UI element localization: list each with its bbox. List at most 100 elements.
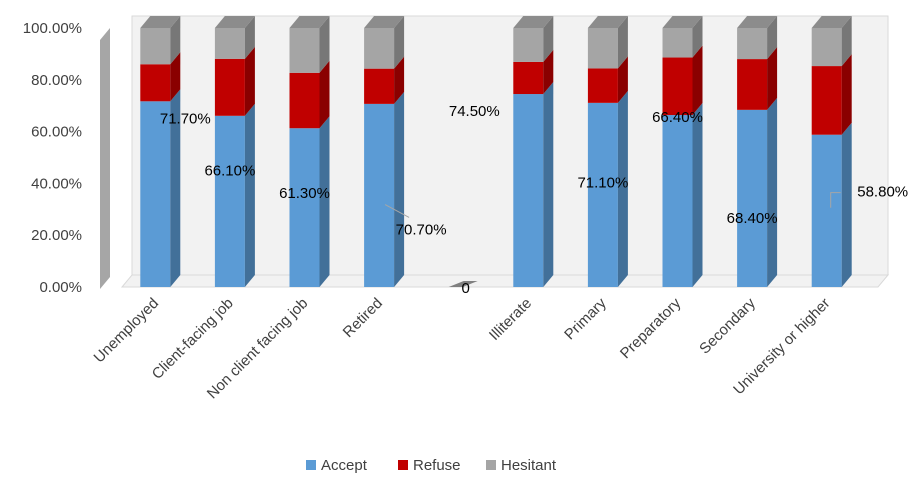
bar-accept-side — [394, 91, 405, 288]
bar-hesitant-side — [244, 16, 255, 59]
data-label: 68.40% — [727, 210, 778, 227]
bar-top — [289, 16, 330, 28]
bar-accept-side — [767, 97, 778, 288]
bar-hesitant-side — [841, 16, 852, 67]
bar-accept-front — [513, 94, 544, 287]
y-axis: 0.00% 20.00% 40.00% 60.00% 80.00% 100.00% — [23, 20, 82, 296]
bar-hesitant-front — [214, 28, 245, 59]
bar-top — [811, 16, 852, 28]
data-label: 66.40% — [652, 109, 703, 126]
bar-top — [587, 16, 628, 28]
bar-hesitant-front — [811, 28, 842, 67]
bar-refuse-front — [289, 72, 320, 129]
data-label: 70.70% — [396, 221, 447, 238]
y-tick-label: 60.00% — [31, 124, 82, 141]
data-label: 61.30% — [279, 185, 330, 202]
x-category-label: Secondary — [696, 294, 759, 357]
bars-group — [140, 16, 852, 288]
data-label: 74.50% — [449, 103, 500, 120]
bar-accept-front — [737, 109, 768, 288]
bar-hesitant-side — [394, 16, 405, 69]
bar-refuse-side — [319, 60, 330, 129]
x-category-label: Preparatory — [617, 294, 685, 362]
bar-accept-side — [170, 89, 181, 287]
data-label: 0 — [462, 280, 470, 297]
bar-refuse-side — [244, 46, 255, 116]
bar-refuse-front — [364, 68, 395, 104]
y-tick-label: 100.00% — [23, 20, 82, 37]
bar-refuse-front — [587, 68, 618, 103]
bar-accept-side — [692, 103, 703, 287]
bar-hesitant-side — [767, 16, 778, 60]
bar-refuse-front — [737, 59, 768, 110]
side-wall — [100, 28, 110, 289]
legend-swatch-refuse — [398, 460, 408, 470]
bar-top — [214, 16, 255, 28]
bar-hesitant-front — [140, 28, 171, 65]
bar-refuse-front — [811, 66, 842, 135]
bar-top — [513, 16, 554, 28]
x-category-label: Unemployed — [91, 295, 163, 367]
leader-line — [384, 204, 410, 218]
bar-accept-side — [244, 103, 255, 288]
data-labels-group: 71.70% 66.10% 61.30% 70.70% 0 74.50% 71.10% 66.… — [160, 103, 908, 297]
y-tick-label: 40.00% — [31, 175, 82, 192]
x-category-label: Retired — [340, 295, 386, 341]
bar-refuse-front — [140, 64, 171, 102]
bar-accept-front — [140, 101, 171, 287]
bar-top — [364, 16, 405, 28]
bar-hesitant-front — [364, 28, 395, 69]
bar-accept-front — [364, 103, 395, 288]
bar-refuse-side — [841, 54, 852, 135]
bar-hesitant-front — [587, 28, 618, 69]
x-category-label: Primary — [561, 294, 610, 343]
bar-accept-front — [587, 102, 618, 287]
bar-refuse-front — [214, 58, 245, 116]
bar-top — [737, 16, 778, 28]
bar-accept-front — [289, 128, 320, 287]
bar-hesitant-front — [289, 28, 320, 73]
bar-top — [662, 16, 703, 28]
y-tick-label: 0.00% — [39, 279, 82, 296]
leader-line — [830, 192, 841, 208]
bar-refuse-side — [394, 56, 405, 104]
legend-swatch-accept — [306, 460, 316, 470]
bar-top — [140, 16, 181, 28]
y-tick-label: 80.00% — [31, 72, 82, 89]
legend-label-accept: Accept — [321, 457, 368, 474]
bar-hesitant-side — [170, 16, 181, 65]
bar-accept-side — [319, 116, 330, 287]
x-category-label: Illiterate — [486, 295, 535, 344]
bar-accept-front — [214, 115, 245, 288]
bar-hesitant-side — [617, 16, 628, 69]
data-label: 66.10% — [204, 163, 255, 180]
bar-refuse-side — [767, 47, 778, 110]
bar-hesitant-front — [662, 28, 693, 58]
bar-hesitant-front — [737, 28, 768, 60]
bar-hesitant-side — [319, 16, 330, 73]
bar-accept-side — [841, 122, 852, 287]
y-tick-label: 20.00% — [31, 227, 82, 244]
bar-hesitant-front — [513, 28, 544, 62]
legend-swatch-hesitant — [486, 460, 496, 470]
bar-accept-front — [811, 134, 842, 287]
bar-hesitant-side — [543, 16, 554, 62]
data-label: 71.10% — [577, 175, 628, 192]
data-label: 71.70% — [160, 110, 211, 127]
bar-refuse-side — [543, 49, 554, 95]
bar-accept-side — [617, 90, 628, 287]
data-label: 58.80% — [857, 184, 908, 201]
legend: Accept Refuse Hesitant — [306, 457, 557, 474]
bar-refuse-side — [617, 56, 628, 103]
bar-accept-front — [662, 115, 693, 287]
bar-refuse-side — [692, 45, 703, 116]
bar-refuse-front — [513, 61, 544, 95]
empty-bar-marker — [448, 281, 478, 287]
legend-label-hesitant: Hesitant — [501, 457, 557, 474]
bar-accept-side — [543, 82, 554, 287]
bar-refuse-side — [170, 52, 181, 102]
legend-label-refuse: Refuse — [413, 457, 461, 474]
bar-hesitant-side — [692, 16, 703, 58]
